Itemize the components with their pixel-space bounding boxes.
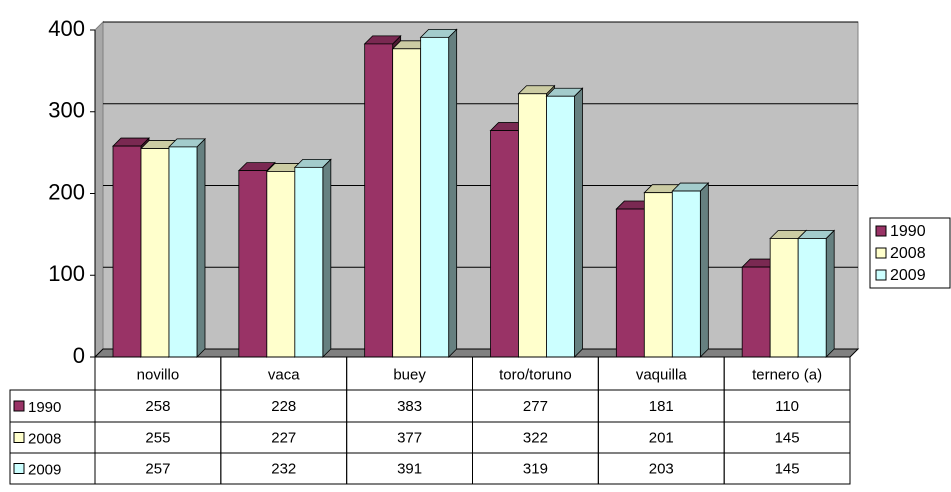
bar [294, 166, 324, 358]
bar [168, 146, 198, 358]
table-value: 227 [271, 429, 296, 446]
category-label: vaquilla [636, 366, 688, 383]
bar [615, 208, 645, 358]
bar [490, 130, 519, 358]
bar [546, 95, 575, 358]
category-label: novillo [137, 366, 180, 383]
category-label: vaca [268, 366, 300, 383]
bar [643, 192, 673, 358]
table-value: 322 [523, 429, 548, 446]
bar [741, 266, 771, 358]
table-value: 232 [271, 460, 296, 477]
legend-label: 1990 [890, 223, 926, 240]
category-label: toro/toruno [499, 366, 572, 383]
bar [420, 36, 450, 358]
table-value: 258 [145, 398, 170, 415]
table-value: 203 [649, 460, 674, 477]
bar [769, 238, 799, 358]
table-legend-label: 2008 [28, 430, 61, 447]
table-legend-key [13, 432, 25, 443]
table-legend-key [13, 400, 25, 412]
table-value: 181 [649, 398, 674, 415]
legend-key [875, 269, 887, 281]
y-tick-label: 200 [48, 179, 85, 204]
table-value: 319 [523, 460, 548, 477]
table-value: 228 [271, 398, 296, 415]
bar-side [825, 229, 835, 358]
bar [518, 93, 547, 358]
bar-side [699, 182, 709, 358]
bar [364, 43, 394, 358]
table-value: 255 [145, 429, 170, 446]
y-tick-label: 300 [48, 98, 85, 123]
table-value: 145 [775, 429, 800, 446]
bar [112, 145, 142, 358]
bar [140, 148, 170, 358]
bar-side [448, 28, 458, 358]
table-legend-label: 2009 [28, 461, 61, 478]
bar [266, 171, 296, 358]
table-value: 257 [145, 460, 170, 477]
table-cell [723, 452, 851, 485]
table-value: 145 [775, 460, 800, 477]
bar-side [322, 158, 332, 358]
table-legend-label: 1990 [28, 399, 61, 416]
table-value: 110 [775, 398, 799, 415]
legend-key [875, 225, 887, 237]
legend-key [875, 247, 887, 259]
bar [671, 190, 701, 358]
table-legend-key [13, 463, 25, 474]
bar [238, 170, 268, 358]
bar-side [196, 137, 206, 358]
table-cell [9, 452, 96, 485]
category-label: ternero (a) [752, 366, 822, 383]
bar-side [574, 87, 583, 358]
table-value: 391 [397, 460, 422, 477]
bar [392, 48, 422, 358]
y-tick-label: 100 [48, 261, 85, 286]
table-value: 377 [397, 429, 422, 446]
legend-label: 2008 [890, 245, 926, 262]
table-value: 277 [523, 398, 548, 415]
y-tick-label: 0 [73, 343, 85, 368]
bar [797, 238, 827, 358]
category-label: buey [393, 366, 426, 383]
table-value: 383 [397, 398, 422, 415]
y-tick-label: 400 [48, 16, 85, 41]
table-value: 201 [649, 429, 674, 446]
legend-label: 2009 [890, 267, 926, 284]
side-wall [94, 20, 104, 359]
